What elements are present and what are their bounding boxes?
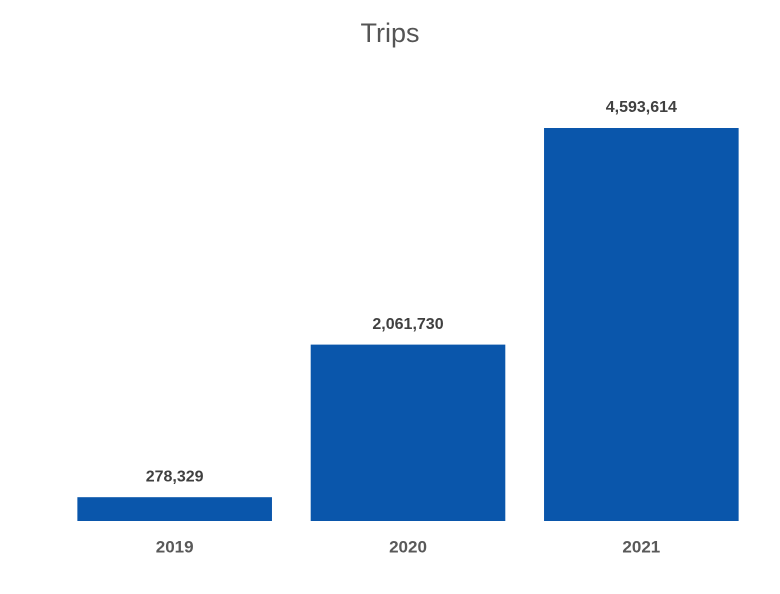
bar [544,128,739,521]
x-tick-label: 2020 [389,537,427,556]
value-label: 278,329 [146,468,204,485]
bar [77,497,272,521]
x-tick-label: 2021 [622,537,660,556]
value-label: 4,593,614 [606,99,677,116]
chart-title: Trips [361,18,420,48]
x-tick-label: 2019 [156,537,194,556]
bar [310,344,506,521]
value-label: 2,061,730 [372,316,443,333]
